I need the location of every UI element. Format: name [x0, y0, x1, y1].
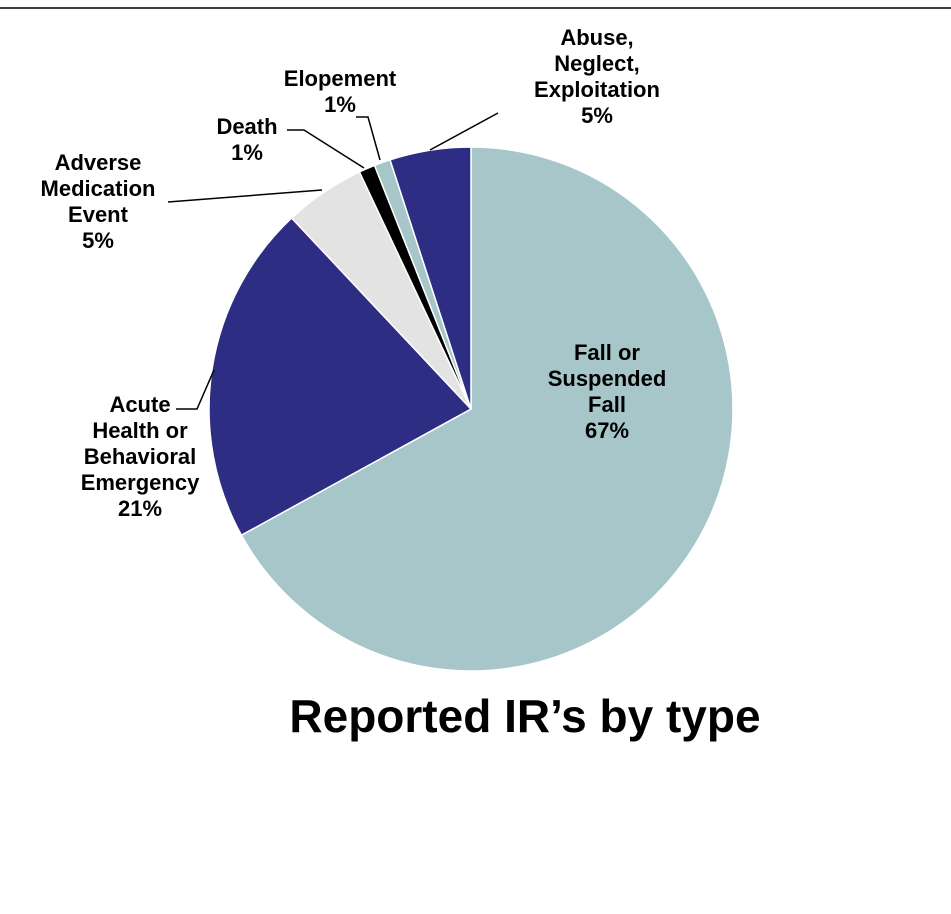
slice-label-line: 1% — [231, 140, 263, 165]
slice-label-line: Fall or — [574, 340, 640, 365]
slice-label-acute-health-or-behavioral-emergency: Acute Health or Behavioral Emergency 21% — [81, 392, 200, 521]
slice-labels-layer: Fall or Suspended Fall 67% Acute Health or Beh… — [41, 25, 667, 521]
slice-label-elopement: Elopement 1% — [284, 66, 397, 117]
slices-layer — [208, 146, 734, 672]
slice-label-line: Adverse — [55, 150, 142, 175]
slice-label-line: 1% — [324, 92, 356, 117]
slice-label-death: Death 1% — [216, 114, 277, 165]
slice-label-line: 5% — [82, 228, 114, 253]
pie-slice-fall-or-suspended-fall — [240, 146, 734, 672]
leader-line-abuse-neglect-exploitation — [429, 112, 499, 151]
slice-label-line: Health or — [92, 418, 188, 443]
pie-slice-acute-health-or-behavioral-emergency — [208, 216, 473, 537]
leader-line-acute-health-or-behavioral-emergency — [176, 369, 215, 410]
slice-label-line: Event — [68, 202, 129, 227]
slice-label-line: Death — [216, 114, 277, 139]
slice-label-line: Fall — [588, 392, 626, 417]
slice-label-line: Exploitation — [534, 77, 660, 102]
slice-label-line: Emergency — [81, 470, 200, 495]
slice-label-line: Neglect, — [554, 51, 640, 76]
slice-label-line: Abuse, — [560, 25, 633, 50]
slice-label-line: Medication — [41, 176, 156, 201]
slice-label-line: Elopement — [284, 66, 397, 91]
slice-label-abuse-neglect-exploitation: Abuse, Neglect, Exploitation 5% — [534, 25, 660, 128]
leader-lines-layer — [167, 112, 499, 410]
slice-label-adverse-medication-event: Adverse Medication Event 5% — [41, 150, 156, 253]
slice-label-line: 5% — [581, 103, 613, 128]
chart-title: Reported IR’s by type — [289, 690, 760, 742]
slice-label-fall-or-suspended-fall: Fall or Suspended Fall 67% — [548, 340, 667, 443]
slice-label-line: 67% — [585, 418, 629, 443]
leader-line-adverse-medication-event — [167, 189, 323, 203]
slice-label-line: Acute — [109, 392, 170, 417]
slice-label-line: Behavioral — [84, 444, 197, 469]
pie-slice-abuse-neglect-exploitation — [389, 146, 472, 410]
slice-label-line: 21% — [118, 496, 162, 521]
slice-label-line: Suspended — [548, 366, 667, 391]
leader-line-death — [287, 129, 365, 169]
leader-line-elopement — [356, 116, 381, 161]
